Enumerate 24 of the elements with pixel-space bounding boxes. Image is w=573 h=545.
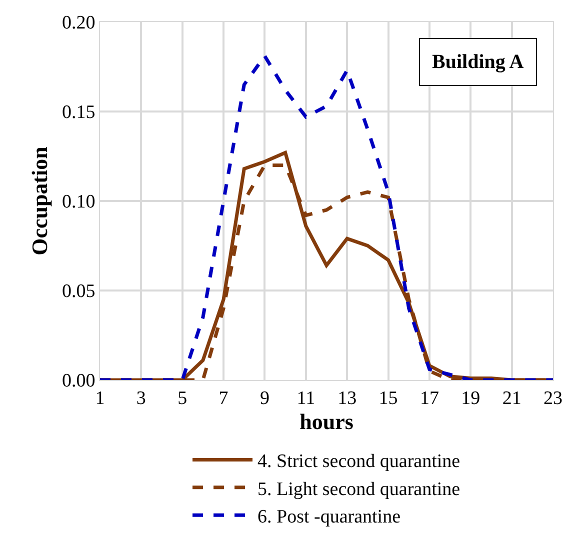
x-axis-title: hours (300, 408, 354, 434)
x-tick-label: 19 (461, 388, 480, 409)
legend-label: 6. Post -quarantine (258, 506, 401, 528)
y-tick-label: 0.05 (62, 281, 96, 302)
y-tick-label: 0.10 (62, 192, 96, 213)
x-tick-label: 21 (502, 388, 522, 409)
x-tick-label: 9 (260, 388, 270, 409)
x-tick-label: 13 (338, 388, 357, 409)
line-series (100, 54, 553, 380)
y-tick-label: 0.00 (62, 370, 96, 392)
x-tick-label: 17 (420, 388, 439, 409)
y-tick-label: 0.20 (62, 12, 96, 34)
x-tick-label: 7 (218, 388, 228, 409)
x-tick-label: 23 (544, 388, 562, 409)
x-tick-label: 1 (95, 388, 105, 409)
x-tick-label: 3 (136, 388, 146, 409)
y-axis-title: Occupation (26, 146, 52, 256)
legend-label: 5. Light second quarantine (258, 478, 460, 500)
y-tick-label: 0.15 (62, 102, 96, 124)
x-tick-label: 11 (296, 388, 316, 409)
annotation: Building A (432, 51, 524, 73)
legend-label: 4. Strict second quarantine (258, 451, 460, 472)
x-tick-label: 5 (178, 388, 188, 409)
x-tick-label: 15 (378, 388, 398, 409)
